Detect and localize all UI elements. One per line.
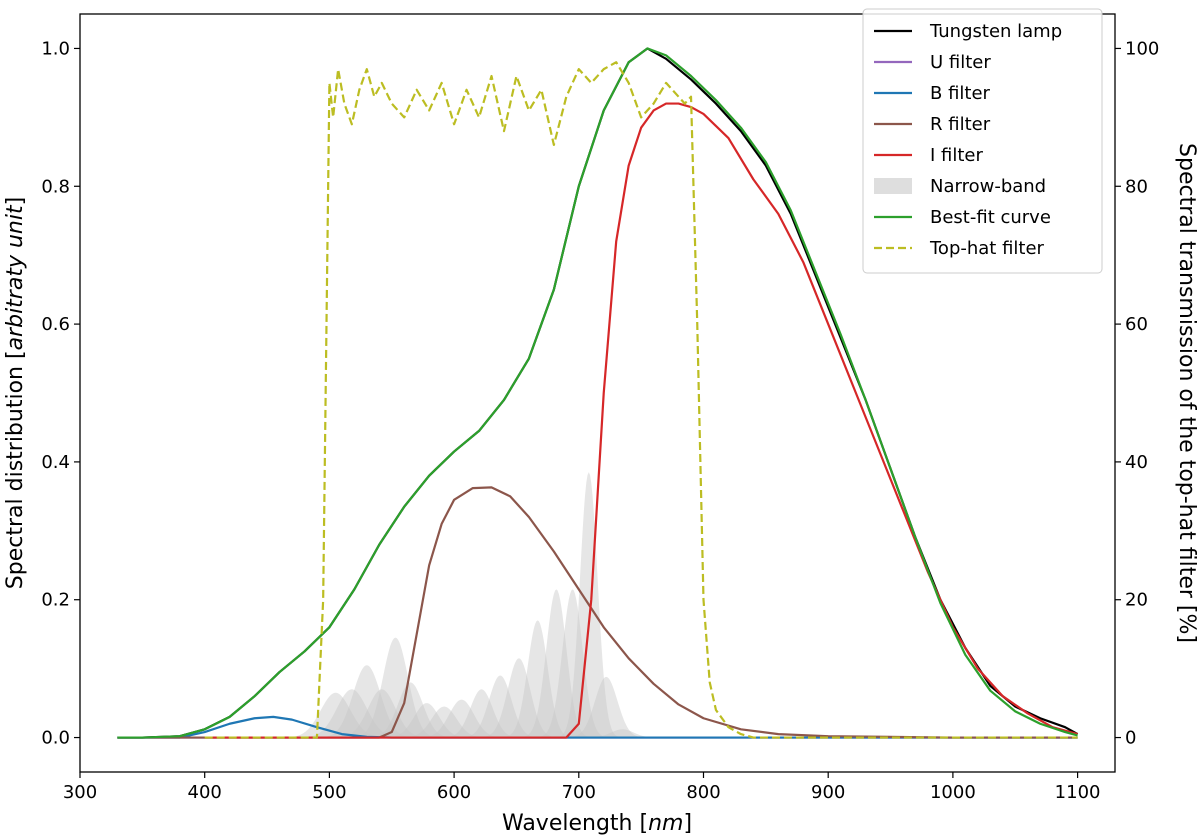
narrow-band-peak-5 xyxy=(345,637,446,738)
x-tick-label-500: 500 xyxy=(312,782,346,803)
right-y-tick-label-100: 100 xyxy=(1125,38,1159,59)
legend-label-i-filter: I filter xyxy=(930,145,984,166)
legend-label-best-fit-curve: Best-fit curve xyxy=(930,207,1051,228)
x-tick-label-1100: 1100 xyxy=(1055,782,1101,803)
legend-label-u-filter: U filter xyxy=(930,52,991,73)
left-y-tick-label-0.4: 0.4 xyxy=(41,452,70,473)
left-y-tick-label-0.2: 0.2 xyxy=(41,590,70,611)
i-filter-line xyxy=(204,102,1078,739)
left-y-tick-label-0.0: 0.0 xyxy=(41,728,70,749)
right-y-tick-label-0: 0 xyxy=(1125,728,1136,749)
legend: Tungsten lamp U filter B filter R filter I f… xyxy=(862,8,1103,274)
r-filter-line xyxy=(117,486,1078,739)
series-layer xyxy=(117,47,1079,739)
x-tick-label-700: 700 xyxy=(562,782,596,803)
right-y-axis-title: Spectral transmission of the top-hat fil… xyxy=(1174,143,1199,643)
narrow-band-peak-1 xyxy=(275,692,396,738)
left-y-tick-label-1.0: 1.0 xyxy=(41,38,70,59)
narrow-band-peak-13 xyxy=(497,620,578,738)
narrow-band-peak-14 xyxy=(516,589,597,738)
narrow-band-peak-2 xyxy=(291,689,412,738)
legend-label-narrow-band: Narrow-band xyxy=(930,176,1046,197)
narrow-band-peak-12 xyxy=(474,658,564,738)
narrow-band-peak-6 xyxy=(360,682,461,738)
x-tick-label-400: 400 xyxy=(188,782,222,803)
narrow-band-peak-15 xyxy=(532,589,613,738)
right-y-tick-label-60: 60 xyxy=(1125,314,1148,335)
legend-label-r-filter: R filter xyxy=(930,114,991,135)
x-tick-label-600: 600 xyxy=(437,782,471,803)
x-axis-title-prefix: Wavelength [ xyxy=(502,811,648,836)
legend-label-b-filter: B filter xyxy=(930,83,991,104)
narrow-band-peak-11 xyxy=(455,675,546,738)
narrow-band-peak-10 xyxy=(436,689,527,738)
x-axis-title-unit: nm xyxy=(648,811,683,836)
top-hat-filter-line xyxy=(204,61,1078,739)
x-tick-label-1000: 1000 xyxy=(930,782,976,803)
right-y-tick-label-40: 40 xyxy=(1125,452,1148,473)
legend-swatch-narrow-band xyxy=(874,178,912,194)
narrow-band-peak-7 xyxy=(376,703,477,738)
left-y-axis-title: Spectral distribution [arbitraty unit] xyxy=(3,197,28,589)
left-y-axis: 0.0 0.2 0.4 0.6 0.8 1.0 xyxy=(41,38,80,749)
narrow-band-peak-9 xyxy=(411,699,512,738)
right-y-tick-label-80: 80 xyxy=(1125,176,1148,197)
best-fit-curve-line xyxy=(117,47,1078,739)
left-y-tick-label-0.8: 0.8 xyxy=(41,176,70,197)
legend-box xyxy=(862,8,1103,274)
narrow-band-peak-4 xyxy=(326,689,437,738)
left-y-tick-label-0.6: 0.6 xyxy=(41,314,70,335)
narrow-band-peak-3 xyxy=(311,665,422,738)
narrow-band-peak-17 xyxy=(561,676,652,738)
x-tick-label-800: 800 xyxy=(686,782,720,803)
x-axis-title-suffix: ] xyxy=(683,811,692,836)
legend-label-top-hat-filter: Top-hat filter xyxy=(929,238,1045,259)
narrow-band-layer xyxy=(275,472,668,738)
right-y-tick-label-20: 20 xyxy=(1125,590,1148,611)
left-y-axis-title-prefix: Spectral distribution [ xyxy=(3,350,28,589)
x-axis-title: Wavelength [nm] xyxy=(502,811,692,836)
x-tick-label-300: 300 xyxy=(63,782,97,803)
x-tick-label-900: 900 xyxy=(811,782,845,803)
x-axis: 300 400 500 600 700 800 900 1000 1100 xyxy=(63,772,1101,803)
right-y-axis: 0 20 40 60 80 100 xyxy=(1115,38,1159,749)
left-y-axis-title-unit: arbitraty unit xyxy=(3,204,28,350)
narrow-band-peak-18 xyxy=(577,729,668,738)
legend-label-tungsten-lamp: Tungsten lamp xyxy=(929,21,1062,42)
plot-frame xyxy=(79,13,1116,773)
left-y-axis-title-suffix: ] xyxy=(3,197,28,206)
narrow-band-peak-8 xyxy=(394,706,494,738)
